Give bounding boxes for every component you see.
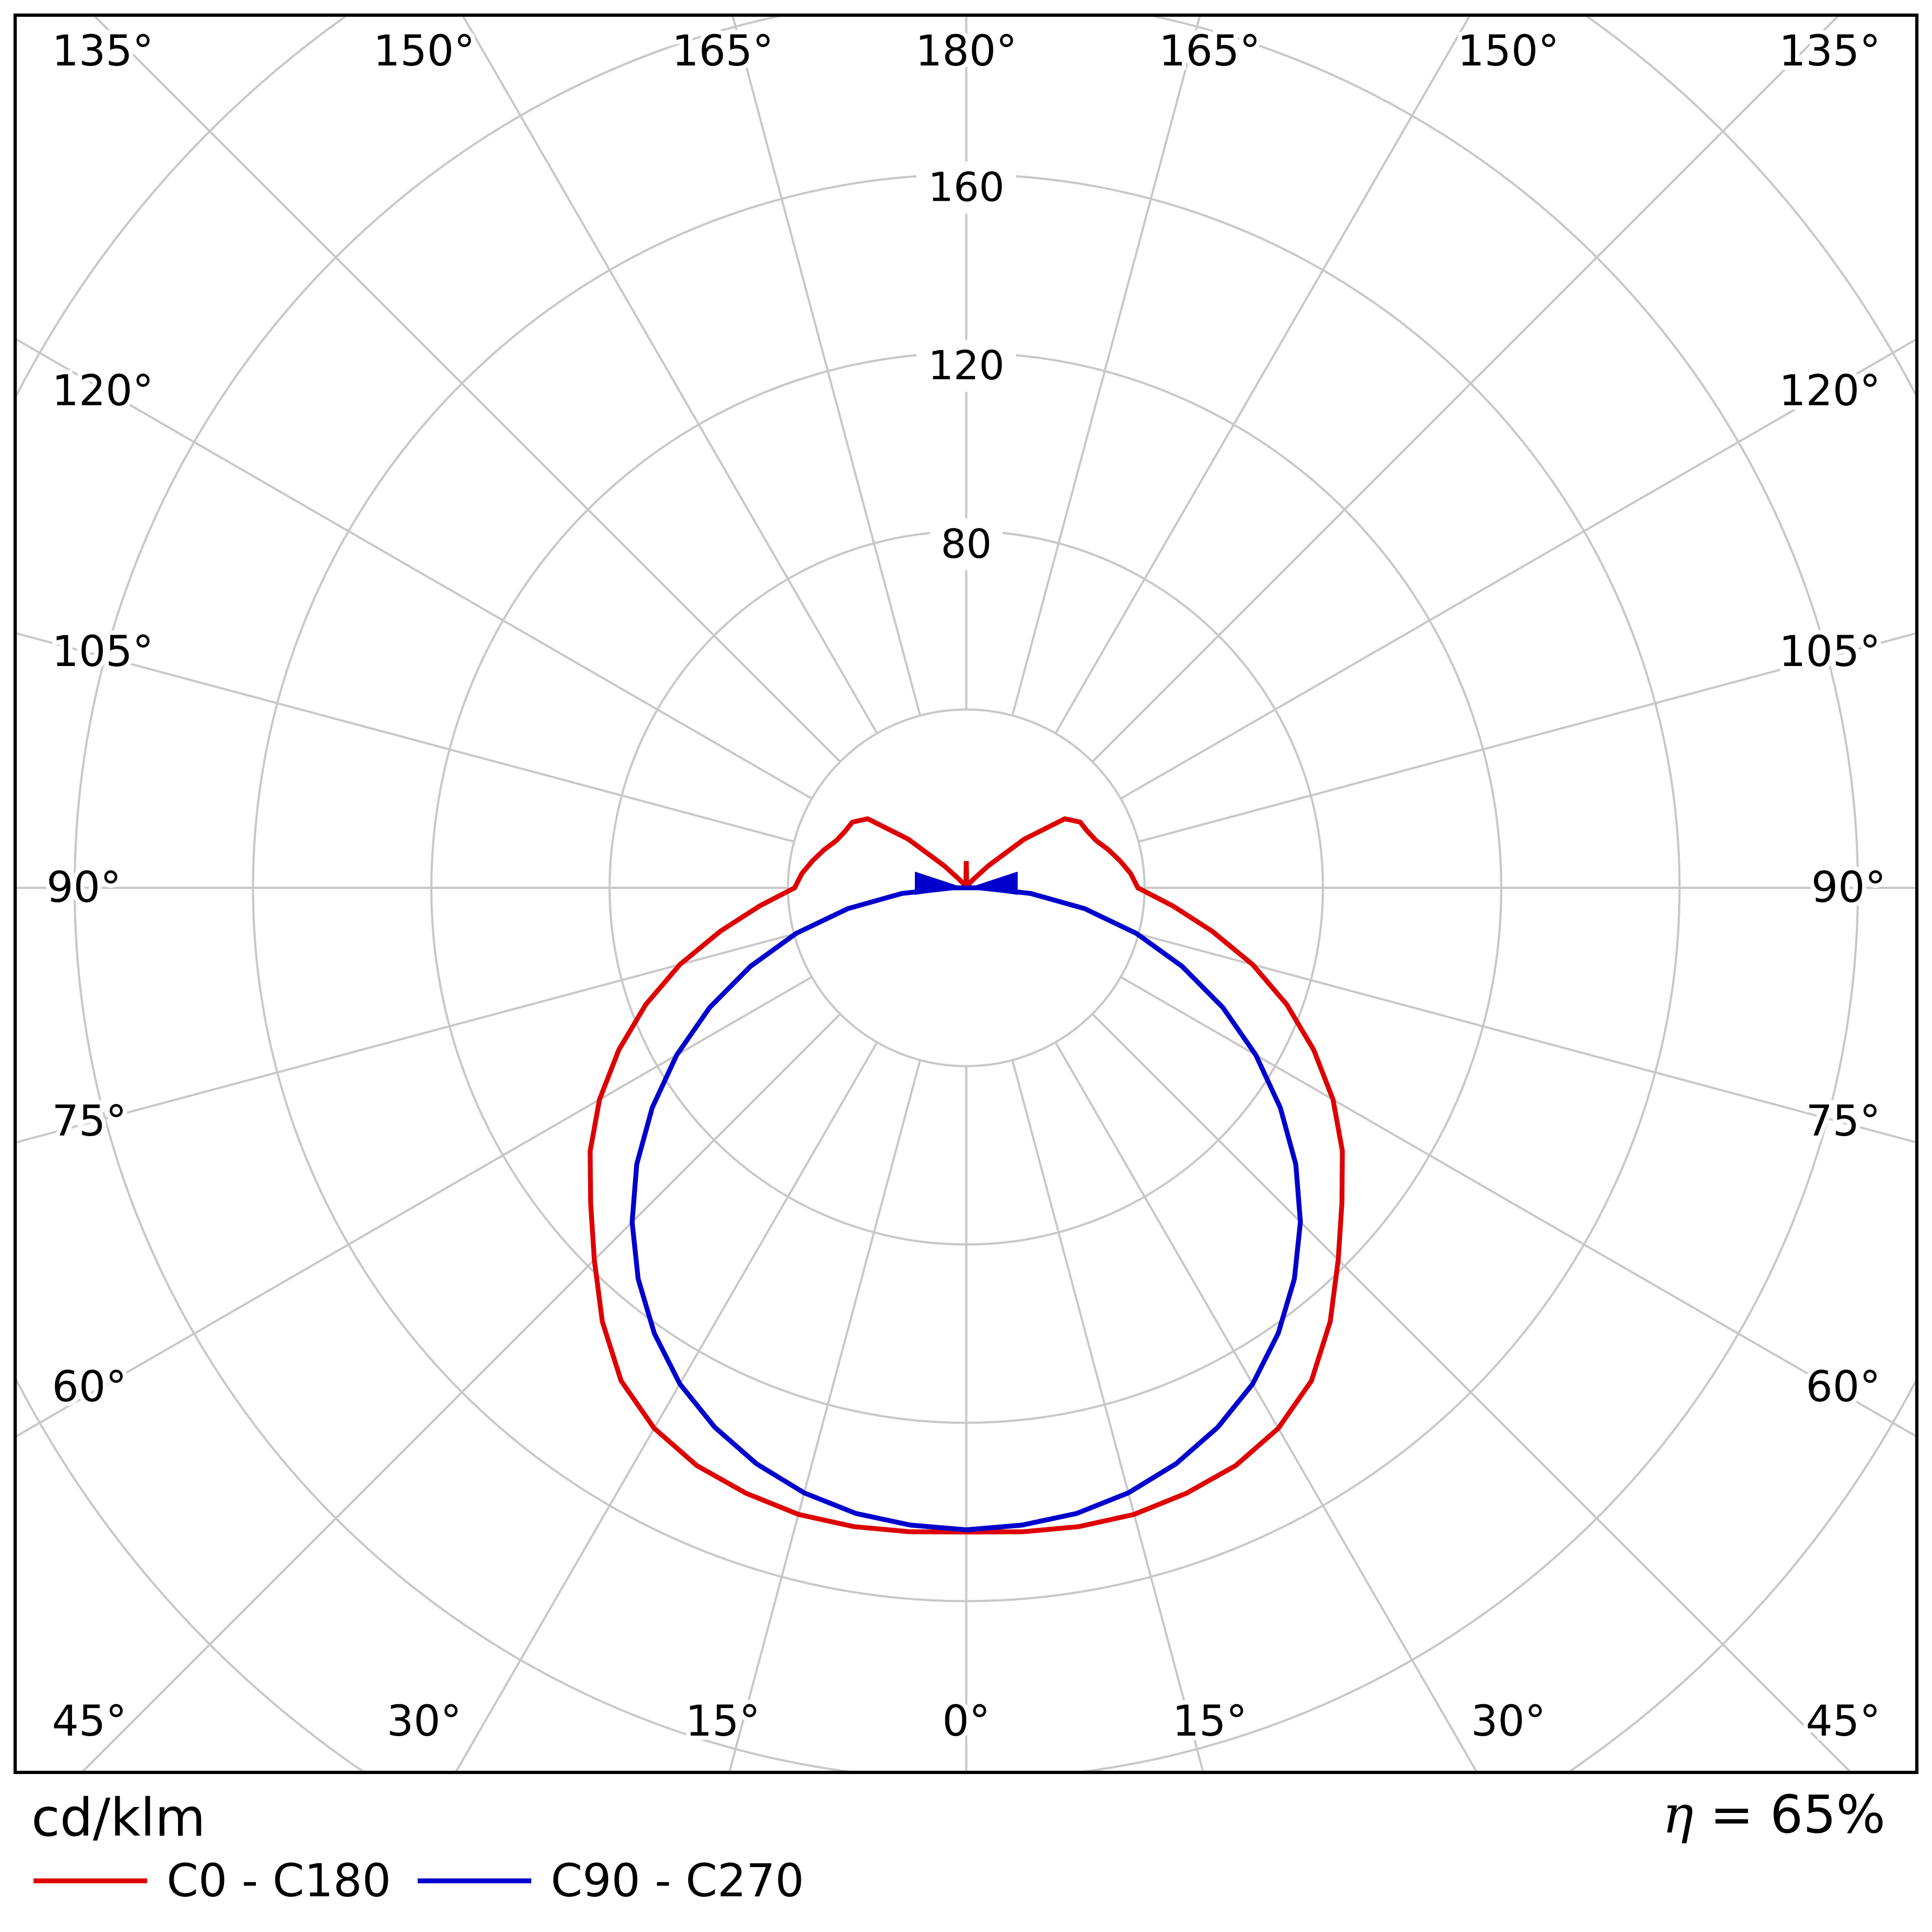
ring-label-mask [916,340,1016,392]
grid-spoke [1054,1041,1478,1771]
grid-spoke [462,17,878,734]
angle-label: 75° [1806,1097,1881,1146]
angle-label: 120° [1779,367,1881,416]
angle-label: 75° [52,1097,127,1146]
grid-spoke [17,338,813,800]
angle-label: 135° [1779,27,1881,76]
ring-label-mask [930,518,1003,570]
legend-item-c0-c180: C0 - C180 [34,1856,391,1905]
curves [588,816,1345,1535]
legend-swatch-c0-c180 [34,1878,147,1883]
ring-label: 160 [928,164,1004,211]
grid-spoke [94,17,841,763]
angle-label: 150° [373,27,475,76]
efficiency-label: η = 65% [1663,1786,1885,1844]
angle-label: 60° [1806,1363,1881,1412]
center-arrow-icon [915,872,1018,895]
angle-label: 30° [1471,1697,1546,1746]
legend-item-c90-c270: C90 - C270 [418,1856,804,1905]
angle-label: 105° [52,628,154,676]
grid-spoke [1091,17,1839,763]
legend-swatch-c90-c270 [418,1878,531,1883]
angle-label: 45° [1806,1697,1881,1746]
angle-label: 45° [52,1697,127,1746]
angle-label: 165° [1159,27,1261,76]
ring-label: 120 [928,342,1004,389]
angle-label: 15° [1172,1697,1247,1746]
grid-spoke [17,976,813,1438]
angle-label: 120° [52,367,154,416]
legend-label-c90-c270: C90 - C270 [551,1854,805,1907]
grid-spoke [1091,1013,1851,1771]
grid-ring [787,708,1146,1067]
angle-label: 180° [915,27,1017,76]
grid-spoke [1138,632,1915,843]
eta-symbol: η [1662,1784,1694,1845]
angle-label: 30° [387,1697,461,1746]
grid-spoke [1011,17,1201,716]
angle-label: 135° [52,27,154,76]
efficiency-value: = 65% [1693,1784,1885,1845]
grid-spoke [17,933,794,1144]
grid-spoke [455,1041,878,1771]
grid-spoke [1011,1060,1204,1771]
angle-label: 165° [672,27,774,76]
angle-label: 150° [1458,27,1559,76]
angle-label: 90° [1811,863,1886,912]
angle-label: 105° [1779,628,1881,676]
angle-label: 60° [52,1363,127,1412]
ring-label: 80 [941,521,992,568]
grid-spoke [1120,339,1915,800]
grid-spoke [728,1060,921,1771]
grid-spoke [1054,17,1471,734]
angle-label: 90° [47,863,121,912]
grid-spoke [82,1013,841,1771]
grid-spoke [1138,933,1915,1144]
unit-label: cd/klm [31,1788,206,1848]
ring-label-mask [916,161,1016,214]
angle-label: 0° [942,1697,991,1746]
grid-spoke [731,17,921,716]
plot-border [14,14,1918,1774]
curve-c90-c270 [629,885,1303,1533]
grid-spoke [17,632,794,843]
grid-spoke [1120,976,1915,1437]
curve-c0-c180 [588,816,1345,1535]
legend-label-c0-c180: C0 - C180 [167,1854,391,1907]
angle-label: 15° [685,1697,760,1746]
